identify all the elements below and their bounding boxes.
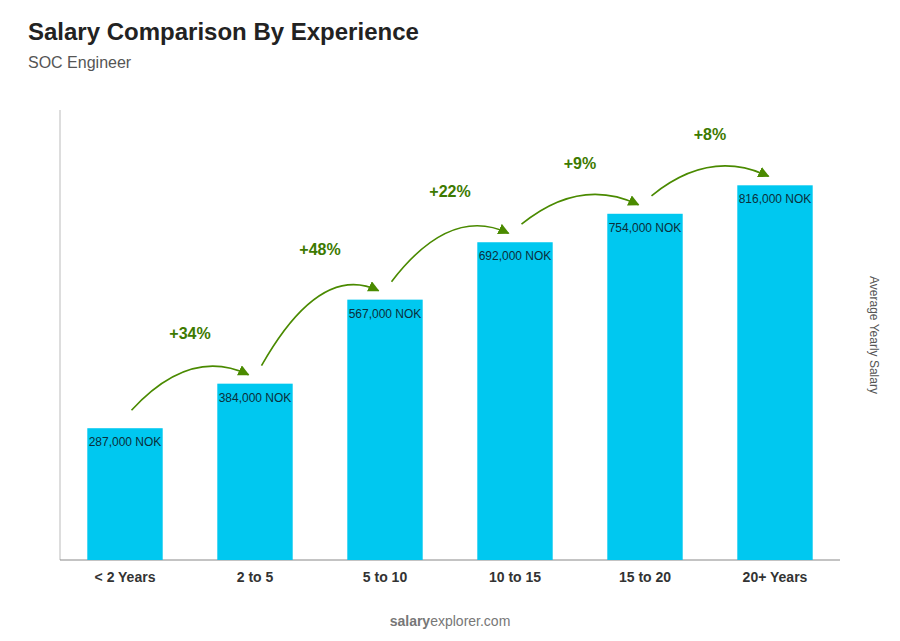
subtitle: SOC Engineer (28, 54, 132, 71)
change-label: +8% (694, 126, 726, 143)
change-arrow (392, 226, 509, 282)
change-label: +34% (169, 325, 210, 342)
change-label: +48% (299, 241, 340, 258)
bar (737, 185, 812, 560)
data-label: 754,000 NOK (609, 221, 682, 235)
bar (607, 214, 682, 560)
data-label: 816,000 NOK (739, 192, 812, 206)
bar (477, 242, 552, 560)
title: Salary Comparison By Experience (28, 18, 419, 45)
data-label: 287,000 NOK (89, 435, 162, 449)
x-tick-label: 15 to 20 (619, 569, 671, 585)
bar (217, 384, 292, 560)
x-tick-label: 5 to 10 (363, 569, 408, 585)
bars (87, 185, 812, 560)
data-label: 384,000 NOK (219, 391, 292, 405)
x-tick-label: 10 to 15 (489, 569, 541, 585)
watermark-normal: explorer.com (430, 613, 510, 629)
x-tick-label: 2 to 5 (237, 569, 274, 585)
data-label: 692,000 NOK (479, 249, 552, 263)
bar (87, 428, 162, 560)
change-arrow (262, 285, 379, 366)
x-tick-label: 20+ Years (743, 569, 808, 585)
chart: Salary Comparison By Experience SOC Engin… (0, 0, 900, 641)
x-axis-line (60, 560, 840, 561)
change-arrow (652, 166, 769, 196)
data-label: 567,000 NOK (349, 307, 422, 321)
y-axis-label: Average Yearly Salary (867, 276, 881, 394)
y-axis-line (60, 110, 61, 560)
x-tick-label: < 2 Years (95, 569, 156, 585)
change-label: +22% (429, 183, 470, 200)
watermark-bold: salary (390, 613, 431, 629)
change-arrow (522, 194, 639, 224)
bar (347, 300, 422, 560)
change-label: +9% (564, 155, 596, 172)
watermark: salaryexplorer.com (390, 613, 511, 629)
change-arrow (132, 366, 249, 410)
